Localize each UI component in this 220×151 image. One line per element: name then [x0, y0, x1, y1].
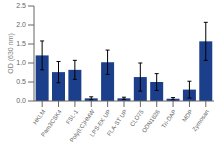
- svg-text:LPS-EK UP: LPS-EK UP: [89, 108, 112, 138]
- svg-text:CLO75: CLO75: [129, 108, 145, 128]
- svg-text:Poly(I:C)HMW: Poly(I:C)HMW: [69, 108, 96, 143]
- svg-text:1.0: 1.0: [16, 59, 26, 66]
- svg-text:0.5: 0.5: [16, 78, 26, 85]
- svg-text:0.0: 0.0: [16, 97, 26, 104]
- svg-text:MDP: MDP: [181, 109, 194, 123]
- svg-text:Zymosan: Zymosan: [191, 109, 210, 133]
- svg-text:1.5: 1.5: [16, 40, 26, 47]
- svg-text:2.5: 2.5: [16, 2, 26, 9]
- svg-text:OD (630 nm): OD (630 nm): [8, 33, 15, 73]
- svg-text:FSL-1: FSL-1: [65, 108, 80, 125]
- svg-text:HKLM: HKLM: [32, 109, 46, 126]
- svg-text:2.0: 2.0: [16, 21, 26, 28]
- svg-text:ODN1826: ODN1826: [141, 108, 162, 134]
- svg-text:Pam3CSK4: Pam3CSK4: [40, 108, 63, 138]
- svg-text:Tri-DAP: Tri-DAP: [160, 109, 177, 130]
- svg-text:FLA-ST UP: FLA-ST UP: [106, 109, 128, 137]
